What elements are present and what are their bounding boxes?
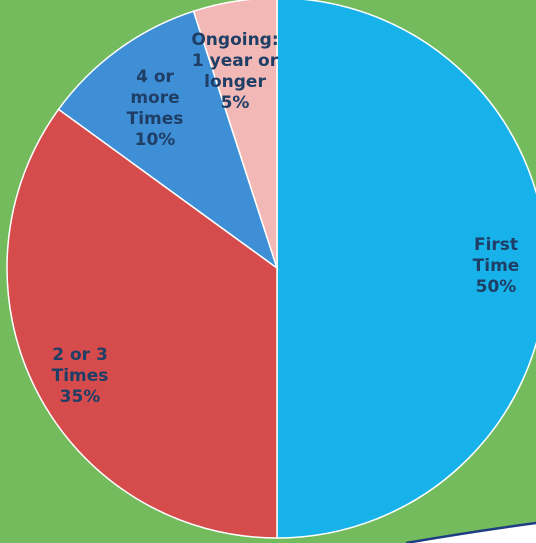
- pie-slice-four-or-more: [57, 10, 279, 270]
- slice-label-line: 1 year or: [192, 51, 279, 71]
- pie-slice-first-time: [276, 0, 536, 539]
- slice-label-line: 35%: [60, 387, 101, 407]
- slice-label-two-or-three: 2 or 3 Times 35%: [52, 345, 109, 407]
- slice-label-line: Time: [473, 256, 520, 276]
- slice-label-line: longer: [204, 72, 266, 92]
- slice-label-line: more: [130, 88, 179, 108]
- pie-labels: First Time 50%2 or 3 Times 35%4 or more Times 1…: [52, 30, 520, 407]
- slice-label-line: 50%: [476, 277, 517, 297]
- slice-label-first-time: First Time 50%: [473, 235, 520, 297]
- slice-label-line: First: [474, 235, 518, 255]
- pie-slices: [6, 0, 536, 539]
- slice-label-line: 4 or: [136, 67, 174, 87]
- slice-label-four-or-more: 4 or more Times 10%: [127, 67, 184, 150]
- slice-label-line: 10%: [135, 130, 176, 150]
- slice-label-line: Times: [127, 109, 184, 129]
- page-curl-decoration: [406, 521, 536, 543]
- slice-label-line: 2 or 3: [52, 345, 108, 365]
- pie-slice-ongoing: [192, 0, 278, 269]
- slice-label-line: Ongoing:: [191, 30, 278, 50]
- slice-label-ongoing: Ongoing: 1 year or longer 5%: [191, 30, 278, 113]
- pie-slice-two-or-three: [6, 108, 278, 539]
- slice-label-line: Times: [52, 366, 109, 386]
- slice-label-line: 5%: [221, 93, 250, 113]
